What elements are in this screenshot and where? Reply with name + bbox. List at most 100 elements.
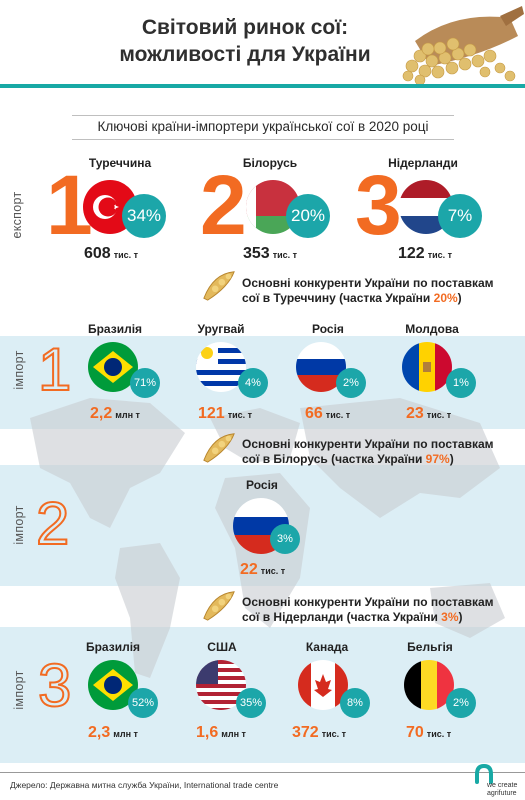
brazil-flag-icon xyxy=(88,342,138,392)
import-heading-1-text: сої в Туреччину (частка України xyxy=(242,291,434,305)
import-heading-2-close: ) xyxy=(449,452,454,466)
import3-country-name-4: Бельгія xyxy=(407,640,453,654)
export-side-label: експорт xyxy=(10,191,24,239)
import-heading-1-line2: сої в Туреччину (частка України 20%) xyxy=(242,291,522,306)
brand-tagline: we create agrifuture xyxy=(487,782,517,798)
import1-volume-1: 2,2 млн т xyxy=(90,405,140,423)
import-heading-1: Основні конкуренти України по поставкам … xyxy=(242,276,522,306)
import3-volume-unit-3: тис. т xyxy=(321,729,347,739)
import3-country-name-3: Канада xyxy=(305,640,349,654)
export-share-badge-3: 7% xyxy=(438,194,482,238)
import1-country-name-4: Молдова xyxy=(405,322,459,336)
import3-country-name-1: Бразилія xyxy=(85,640,141,654)
import2-volume-1: 22 тис. т xyxy=(240,561,285,579)
header-divider xyxy=(0,84,525,88)
import1-share-badge-1: 71% xyxy=(130,368,160,398)
import2-country-name-1: Росія xyxy=(246,478,278,492)
import1-volume-value-2: 121 xyxy=(198,405,225,422)
import2-share-badge-1: 3% xyxy=(270,524,300,554)
import-heading-3-share: 3% xyxy=(441,610,459,624)
russia-flag-icon xyxy=(296,342,346,392)
import-heading-3-line1: Основні конкуренти України по поставкам xyxy=(242,595,494,609)
import-heading-3-close: ) xyxy=(458,610,463,624)
export-volume-1: 608 тис. т xyxy=(84,245,138,263)
import1-volume-unit-2: тис. т xyxy=(227,410,253,420)
soybean-pod-icon xyxy=(203,591,235,621)
export-share-badge-1: 34% xyxy=(122,194,166,238)
import1-share-badge-2: 4% xyxy=(238,368,268,398)
import-side-label-1: імпорт xyxy=(12,350,26,390)
import1-country-name-1: Бразилія xyxy=(87,322,143,336)
export-volume-value-1: 608 xyxy=(84,245,111,262)
subtitle-rule-top xyxy=(72,115,454,116)
export-volume-2: 353 тис. т xyxy=(243,245,297,263)
belgium-flag-icon xyxy=(404,660,454,710)
import3-volume-unit-1: млн т xyxy=(113,729,138,739)
export-country-name-3: Нідерланди xyxy=(388,156,458,170)
export-rank-2: 2 xyxy=(200,158,247,252)
import3-volume-2: 1,6 млн т xyxy=(196,724,246,742)
export-volume-value-2: 353 xyxy=(243,245,270,262)
moldova-flag-icon xyxy=(402,342,452,392)
export-subtitle: Ключові країни-імпортери української сої… xyxy=(97,119,429,134)
export-country-name-2: Білорусь xyxy=(242,156,298,170)
import1-volume-unit-1: млн т xyxy=(115,410,140,420)
import1-volume-value-4: 23 xyxy=(406,405,424,422)
import3-volume-4: 70 тис. т xyxy=(406,724,451,742)
export-share-badge-2: 20% xyxy=(286,194,330,238)
import3-volume-3: 372 тис. т xyxy=(292,724,346,742)
brand-tagline-line2: agrifuture xyxy=(487,790,517,797)
import3-share-badge-2: 35% xyxy=(236,688,266,718)
page-title: Світовий ринок сої: можливості для Украї… xyxy=(95,14,395,68)
brand-logo-icon xyxy=(475,763,493,784)
import1-volume-unit-4: тис. т xyxy=(426,410,452,420)
soybean-pod-icon xyxy=(203,271,235,301)
import3-country-name-2: США xyxy=(207,640,237,654)
import-side-label-2: імпорт xyxy=(12,505,26,545)
import-heading-1-close: ) xyxy=(457,291,462,305)
import3-volume-value-1: 2,3 xyxy=(88,724,111,741)
title-line-1: Світовий ринок сої: xyxy=(141,16,349,39)
import-heading-3-line2: сої в Нідерланди (частка України 3%) xyxy=(242,610,522,625)
import1-share-badge-4: 1% xyxy=(446,368,476,398)
import3-share-badge-1: 52% xyxy=(128,688,158,718)
import-heading-2: Основні конкуренти України по поставкам … xyxy=(242,437,522,467)
import1-share-badge-3: 2% xyxy=(336,368,366,398)
import-heading-2-line2: сої в Білорусь (частка України 97%) xyxy=(242,452,522,467)
import-rank-1: 1 xyxy=(37,336,72,403)
import1-volume-value-3: 66 xyxy=(305,405,323,422)
brand-tagline-line1: we create xyxy=(487,782,518,789)
subtitle-rule-bottom xyxy=(72,139,454,140)
export-volume-unit-3: тис. т xyxy=(427,250,453,260)
import1-volume-4: 23 тис. т xyxy=(406,405,451,423)
import1-volume-2: 121 тис. т xyxy=(198,405,252,423)
import2-volume-value-1: 22 xyxy=(240,561,258,578)
import-heading-2-text: сої в Білорусь (частка України xyxy=(242,452,426,466)
export-volume-unit-2: тис. т xyxy=(272,250,298,260)
import-heading-1-share: 20% xyxy=(433,291,458,305)
import3-share-badge-4: 2% xyxy=(446,688,476,718)
soybean-scoop-illustration xyxy=(402,6,524,84)
import-rank-2: 2 xyxy=(35,490,70,557)
import3-volume-unit-2: млн т xyxy=(221,729,246,739)
import-heading-3-text: сої в Нідерланди (частка України xyxy=(242,610,442,624)
import1-volume-unit-3: тис. т xyxy=(325,410,351,420)
export-volume-3: 122 тис. т xyxy=(398,245,452,263)
source-note: Джерело: Державна митна служба України, … xyxy=(10,780,279,790)
import3-share-badge-3: 8% xyxy=(340,688,370,718)
import3-volume-1: 2,3 млн т xyxy=(88,724,138,742)
uruguay-flag-icon xyxy=(196,342,246,392)
import-heading-3: Основні конкуренти України по поставкам … xyxy=(242,595,522,625)
import-side-label-3: імпорт xyxy=(12,670,26,710)
import-heading-1-line1: Основні конкуренти України по поставкам xyxy=(242,276,494,290)
import-rank-3: 3 xyxy=(37,652,72,719)
import1-country-name-2: Уругвай xyxy=(197,322,245,336)
import-heading-2-share: 97% xyxy=(425,452,450,466)
export-volume-unit-1: тис. т xyxy=(113,250,139,260)
import3-volume-value-2: 1,6 xyxy=(196,724,219,741)
import1-volume-value-1: 2,2 xyxy=(90,405,113,422)
soybean-pod-icon xyxy=(203,433,235,463)
import1-volume-3: 66 тис. т xyxy=(305,405,350,423)
import-heading-2-line1: Основні конкуренти України по поставкам xyxy=(242,437,494,451)
title-line-2: можливості для України xyxy=(119,43,371,66)
